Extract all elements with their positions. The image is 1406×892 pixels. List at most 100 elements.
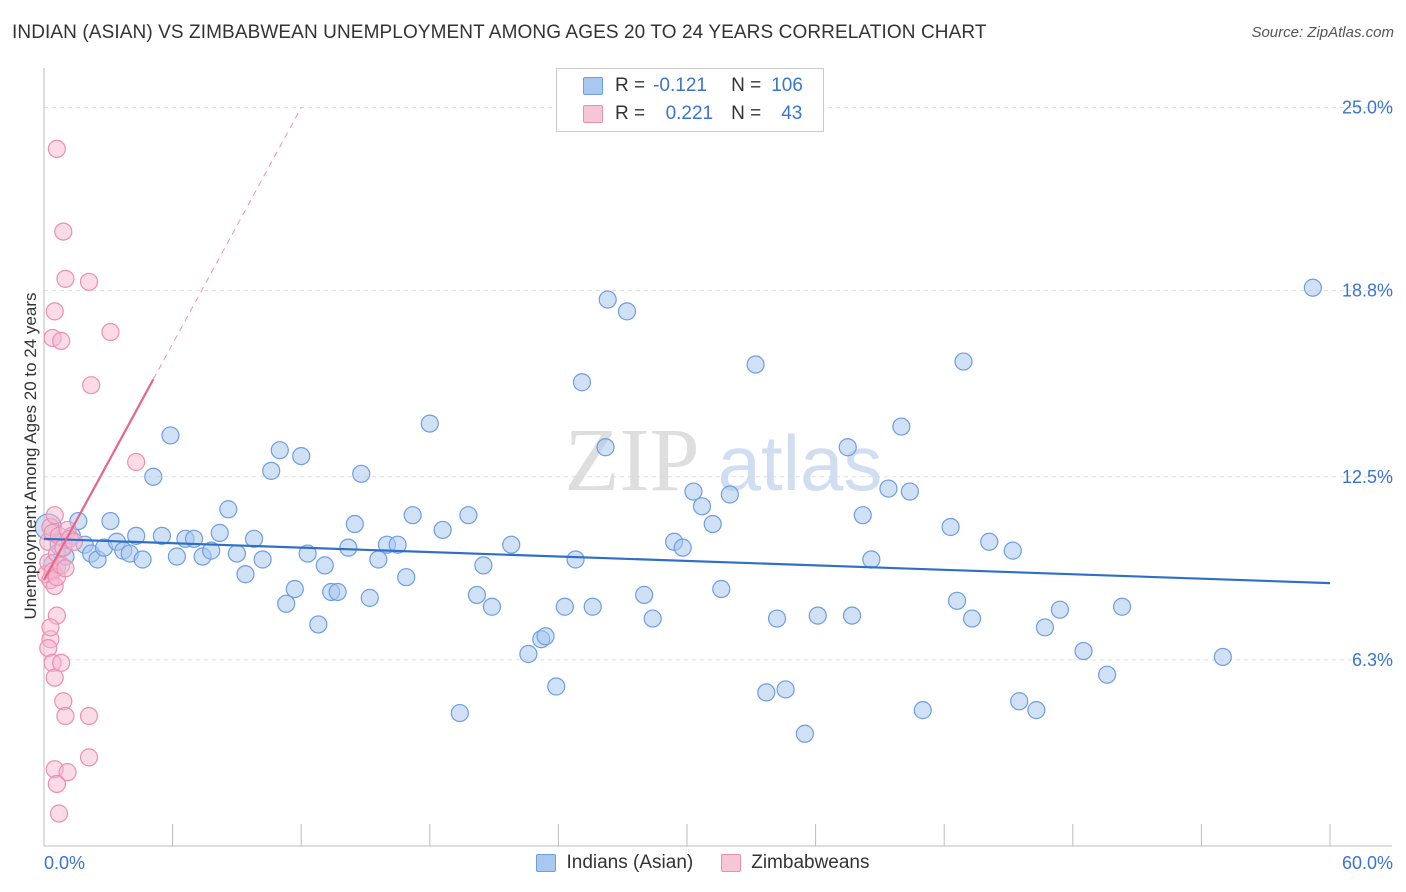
series-indians-asian-points [34, 278, 1322, 743]
y-tick-label: 18.8% [1342, 281, 1393, 301]
point-indians-asian [219, 500, 238, 519]
point-zimbabweans [127, 452, 146, 472]
point-indians-asian [673, 538, 692, 557]
legend-swatch-blue [583, 77, 603, 95]
point-indians-asian [838, 438, 857, 457]
point-indians-asian [947, 591, 967, 610]
point-indians-asian [227, 544, 246, 563]
point-zimbabweans [82, 376, 101, 395]
point-zimbabweans [58, 763, 77, 782]
point-indians-asian [1303, 278, 1322, 297]
legend-r-value: -0.121 [653, 75, 707, 96]
legend-swatch-pink [583, 105, 603, 123]
point-indians-asian [1112, 597, 1132, 616]
point-indians-asian [474, 556, 493, 575]
legend-item-label: Indians (Asian) [566, 852, 694, 873]
legend-r-label: R = [615, 75, 646, 96]
point-zimbabweans [45, 302, 64, 321]
point-indians-asian [684, 482, 703, 501]
point-indians-asian [1010, 692, 1029, 711]
point-indians-asian [1097, 665, 1117, 684]
point-indians-asian [285, 579, 304, 599]
correlation-legend: R = -0.121 N = 106 R = 0.221 N = 43 [556, 68, 824, 132]
axes [43, 68, 1392, 847]
point-indians-asian [270, 441, 289, 460]
legend-item-indians: Indians (Asian) [536, 852, 693, 874]
point-indians-asian [309, 615, 328, 634]
series-legend: Indians (Asian) Zimbabweans [0, 852, 1406, 874]
point-indians-asian [720, 485, 739, 504]
point-indians-asian [352, 464, 371, 483]
point-indians-asian [397, 568, 416, 587]
trend-lines [43, 107, 1331, 585]
point-indians-asian [420, 414, 439, 433]
point-zimbabweans [56, 559, 75, 578]
y-axis-label: Unemployment Among Ages 20 to 24 years [21, 292, 40, 620]
point-zimbabweans [56, 706, 75, 726]
point-indians-asian [746, 355, 765, 374]
point-indians-asian [467, 585, 487, 605]
point-indians-asian [161, 426, 180, 445]
point-indians-asian [133, 550, 152, 569]
legend-row-indians: R = -0.121 N = 106 [583, 73, 803, 99]
legend-swatch-pink [721, 854, 742, 872]
point-indians-asian [101, 511, 120, 531]
point-indians-asian [842, 606, 862, 625]
point-indians-asian [152, 526, 171, 545]
point-zimbabweans [79, 748, 99, 767]
point-indians-asian [776, 680, 795, 699]
point-indians-asian [913, 701, 932, 720]
legend-n-label: N = [731, 75, 762, 96]
point-indians-asian [795, 724, 814, 743]
y-tick-label: 12.5% [1342, 467, 1393, 487]
point-indians-asian [519, 644, 538, 664]
point-zimbabweans [41, 618, 60, 637]
point-zimbabweans [47, 139, 66, 158]
point-indians-asian [617, 302, 637, 321]
point-indians-asian [345, 514, 364, 534]
trend-line-zimbabweans [43, 378, 155, 581]
point-indians-asian [566, 550, 585, 569]
trend-line-indians-asian [43, 537, 1331, 585]
y-tick-label: 25.0% [1342, 98, 1393, 118]
chart-title: INDIAN (ASIAN) VS ZIMBABWEAN UNEMPLOYMEN… [12, 22, 987, 43]
legend-item-label: Zimbabweans [751, 852, 870, 873]
point-indians-asian [244, 529, 264, 548]
watermark: ZIP atlas [565, 411, 883, 510]
point-indians-asian [808, 606, 827, 625]
point-zimbabweans [101, 322, 120, 342]
point-indians-asian [144, 467, 163, 486]
legend-item-zimbabweans: Zimbabweans [721, 852, 870, 874]
point-indians-asian [757, 683, 776, 702]
point-indians-asian [555, 597, 574, 616]
x-tick-label: 60.0% [1342, 853, 1393, 873]
point-indians-asian [210, 523, 229, 542]
point-zimbabweans [79, 706, 99, 726]
point-indians-asian [980, 532, 999, 551]
series-zimbabweans-points [37, 139, 146, 823]
point-indians-asian [892, 417, 911, 436]
point-indians-asian [598, 290, 617, 309]
point-indians-asian [236, 565, 255, 584]
legend-r-label: R = [615, 103, 646, 124]
point-indians-asian [262, 461, 281, 480]
point-indians-asian [292, 446, 311, 466]
point-indians-asian [879, 479, 898, 498]
point-indians-asian [433, 520, 452, 540]
watermark-atlas: atlas [718, 419, 883, 507]
tick-labels: 6.3% 12.5% 18.8% 25.0% 0.0% 60.0% [44, 98, 1393, 873]
point-indians-asian [360, 588, 379, 607]
legend-swatch-blue [536, 854, 557, 872]
point-indians-asian [1213, 647, 1232, 667]
point-indians-asian [450, 703, 469, 723]
point-indians-asian [954, 352, 973, 371]
point-indians-asian [703, 514, 722, 534]
point-indians-asian [712, 579, 731, 599]
point-indians-asian [1027, 701, 1046, 720]
point-zimbabweans [52, 331, 71, 350]
point-zimbabweans [45, 506, 64, 525]
point-zimbabweans [79, 272, 99, 291]
point-zimbabweans [49, 804, 69, 823]
point-indians-asian [572, 373, 592, 392]
